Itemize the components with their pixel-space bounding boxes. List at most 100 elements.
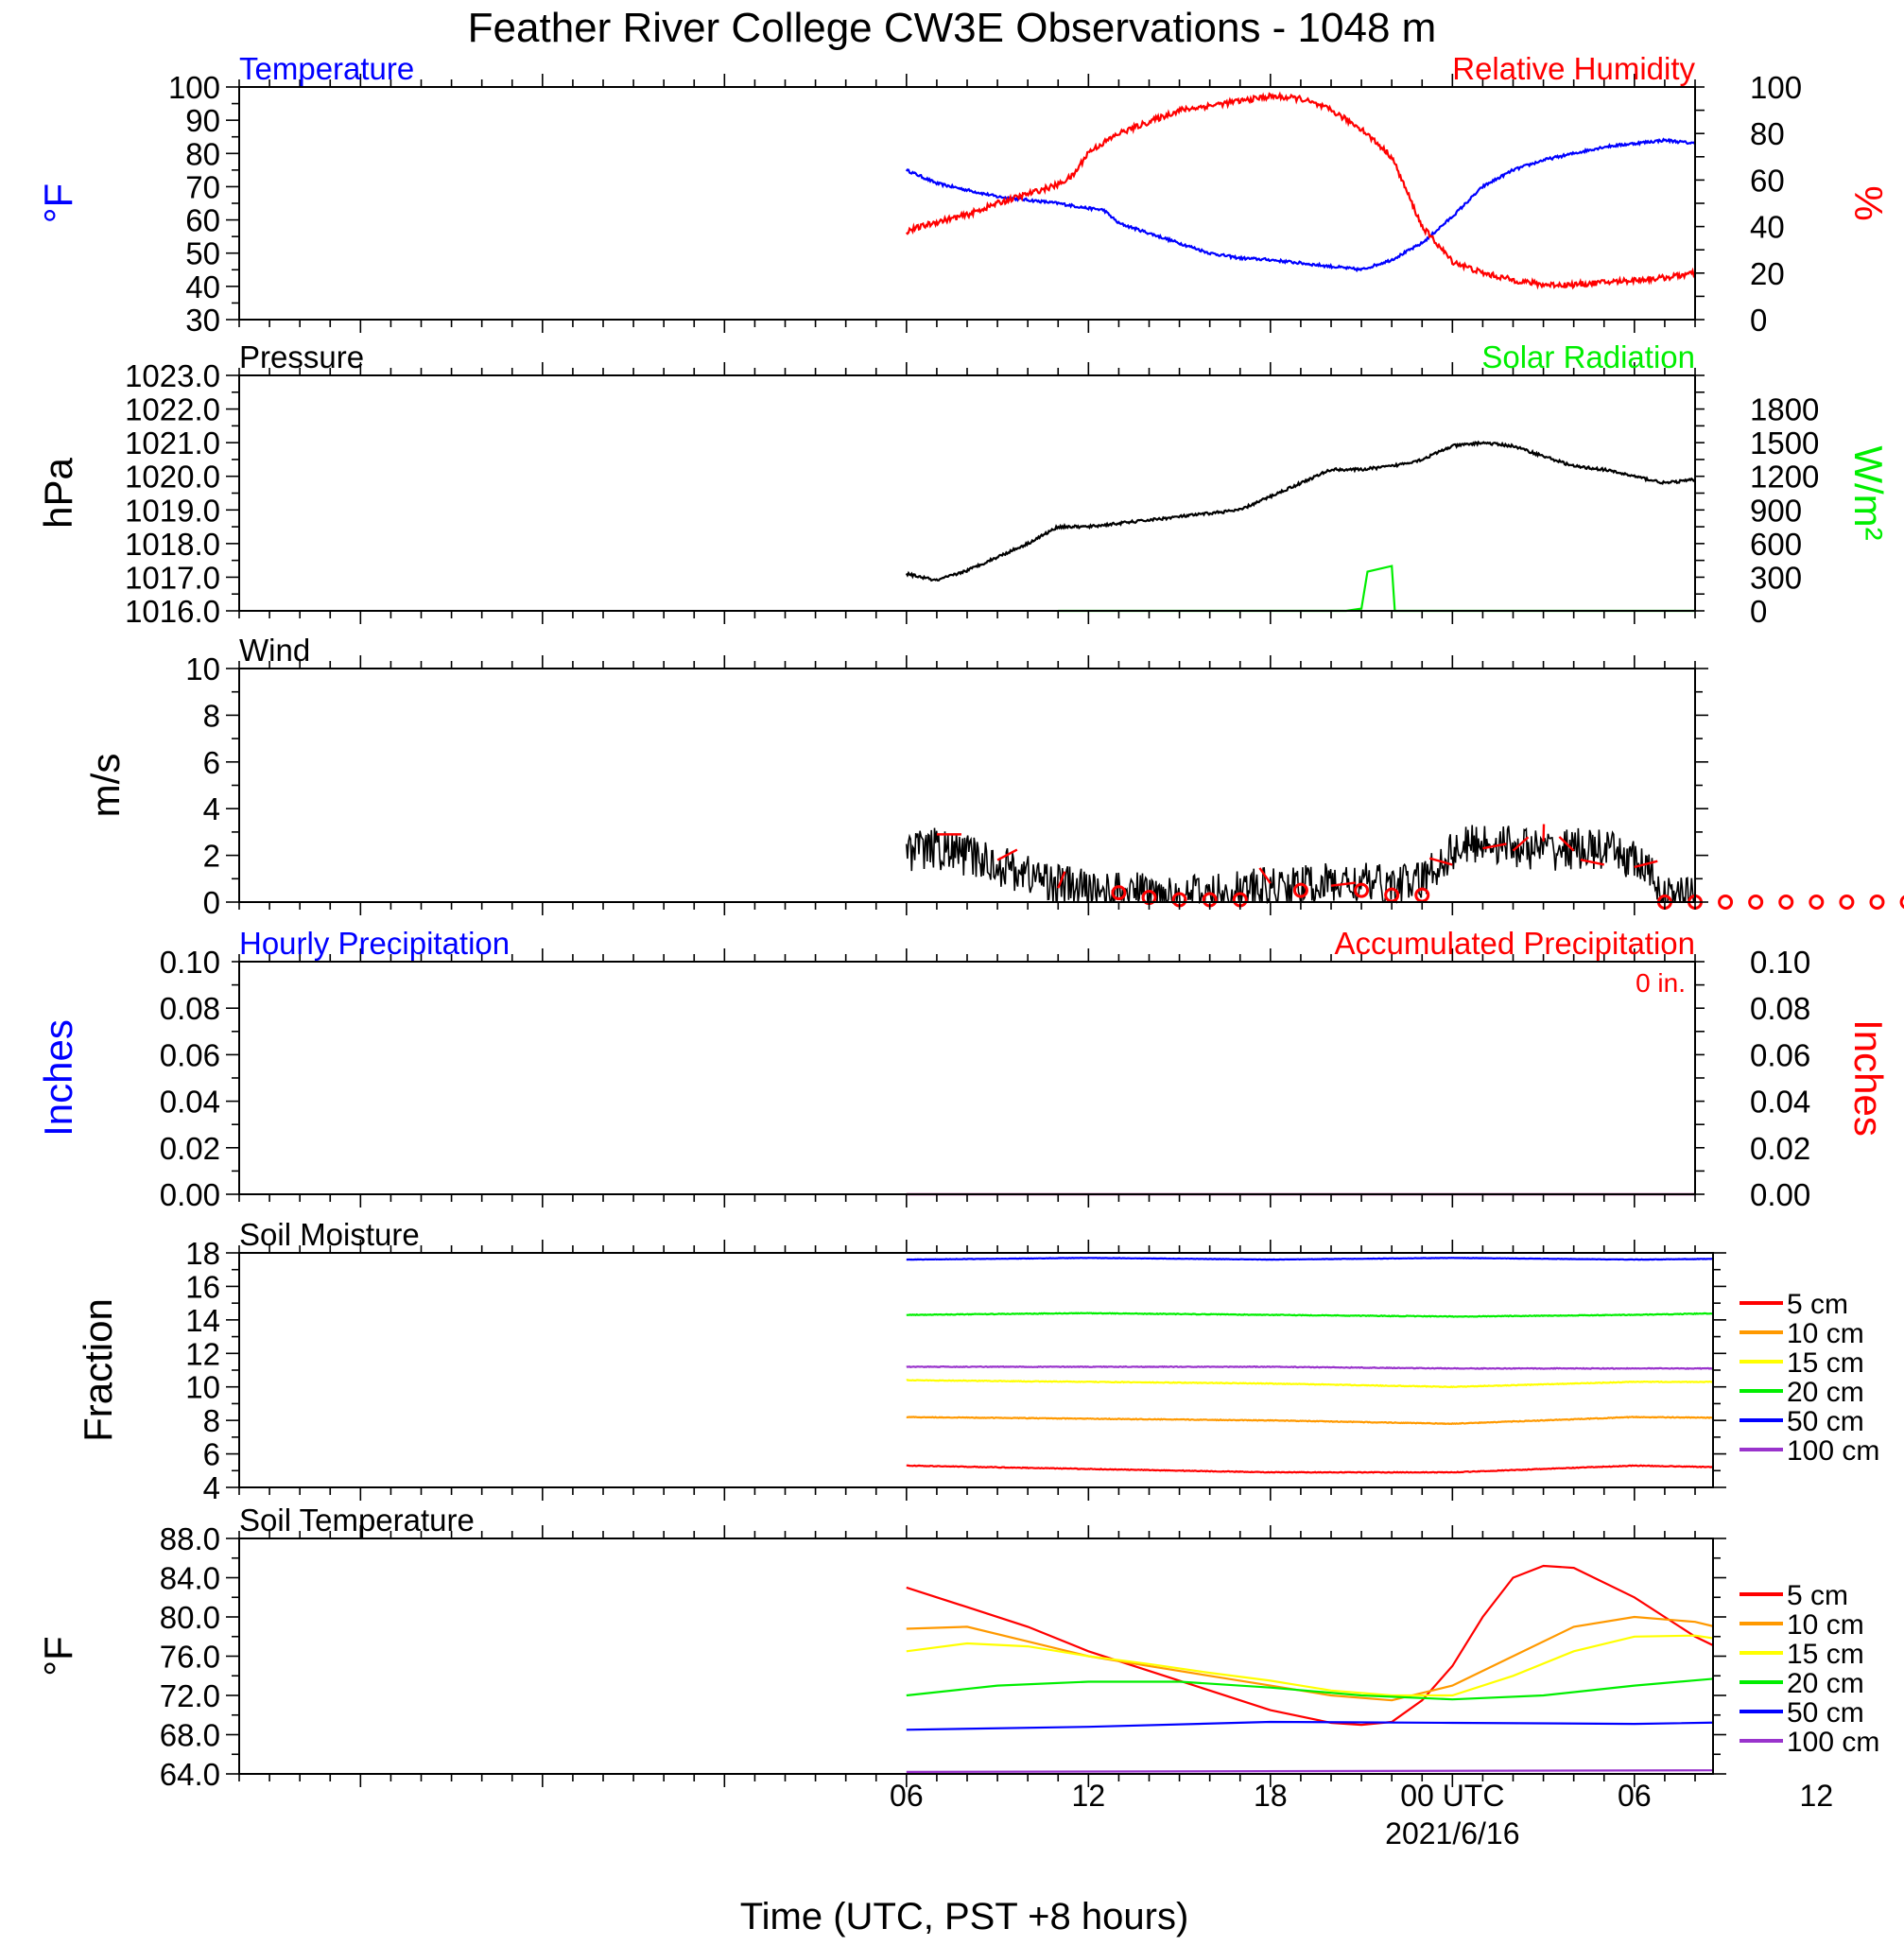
y-tick-label-left: 64.0 [160,1757,220,1792]
y-tick-label-left: 0.04 [160,1085,220,1120]
legend-label: 5 cm [1787,1580,1848,1611]
y-tick-label-left: 88.0 [160,1521,220,1556]
wind-barb [1512,836,1530,852]
y-tick-label-left: 1020.0 [125,460,220,495]
y-tick-label-left: 0.08 [160,991,220,1026]
series-line-15-cm [906,1379,1713,1389]
y-tick-label-left: 80.0 [160,1600,220,1635]
legend-label: 20 cm [1787,1668,1864,1699]
series-line-100-cm [906,1769,1713,1774]
x-tick-label: 06 [1618,1779,1652,1813]
y-tick-label-right: 0.04 [1750,1085,1810,1120]
x-tick-label: 12 [1800,1779,1834,1813]
wind-calm-marker [1899,895,1904,910]
y-tick-label-left: 50 [185,236,220,271]
wind-barb [1580,858,1605,866]
y-axis-label-left: m/s [83,754,128,818]
y-tick-label-left: 40 [185,269,220,304]
series-line-5-cm [906,1564,1713,1727]
y-tick-label-left: 70 [185,169,220,204]
precip-total-annotation: 0 in. [1636,968,1686,998]
legend-label: 20 cm [1787,1377,1864,1408]
y-tick-label-left: 90 [185,103,220,138]
y-tick-label-left: 1016.0 [125,594,220,629]
plot-frame [238,86,1696,321]
panel-title-right: Relative Humidity [1452,51,1695,86]
y-tick-label-left: 18 [185,1236,220,1271]
x-tick-label: 18 [1254,1779,1288,1813]
y-axis-label-left: hPa [36,457,80,528]
wind-calm-marker [1869,895,1885,910]
wind-barb [1330,881,1356,887]
wind-calm-marker [1778,895,1794,910]
y-tick-label-left: 1019.0 [125,493,220,528]
series-line-10-cm [906,1615,1713,1702]
y-tick-label-left: 100 [168,70,220,105]
y-axis-label-left: °F [36,183,80,223]
series-line-50-cm [906,1720,1713,1731]
legend-label: 15 cm [1787,1639,1864,1670]
y-tick-label-left: 14 [185,1303,220,1338]
y-tick-label-right: 1200 [1750,460,1819,495]
series-line-15-cm [906,1634,1713,1697]
x-tick-label: 12 [1072,1779,1106,1813]
panel-title-left: Pressure [239,339,364,374]
y-tick-label-left: 60 [185,203,220,238]
wind-barb [1258,867,1272,884]
wind-calm-marker [1809,895,1825,910]
wind-barb [1634,860,1658,869]
y-tick-label-right: 40 [1750,210,1785,245]
y-axis-label-right: Inches [1846,1019,1891,1137]
y-tick-label-right: 0.10 [1750,945,1810,980]
plot-frame [238,668,1696,903]
y-tick-label-left: 0.00 [160,1177,220,1212]
y-axis-label-left: °F [36,1636,80,1676]
y-tick-label-left: 1021.0 [125,426,220,460]
wind-calm-marker [1111,885,1127,901]
y-axis-label-left: Fraction [76,1298,120,1442]
panel-title-right: Solar Radiation [1481,339,1695,374]
series-line-10-cm [906,1416,1713,1426]
y-tick-label-left: 8 [203,1403,220,1438]
legend-label: 100 cm [1787,1435,1879,1467]
y-tick-label-left: 6 [203,1437,220,1472]
y-tick-label-right: 1800 [1750,392,1819,427]
series-line-100-cm [906,1364,1713,1370]
panel-title-left: Soil Temperature [239,1503,475,1538]
y-tick-label-left: 2 [203,839,220,874]
y-tick-label-right: 0.06 [1750,1037,1810,1072]
y-tick-label-left: 30 [185,303,220,338]
wind-calm-marker [1354,882,1370,898]
y-tick-label-left: 1017.0 [125,560,220,595]
y-axis-label-right: % [1846,185,1891,220]
panel-temp-rh: 30405060708090100020406080100Temperature… [36,51,1891,338]
y-tick-label-right: 60 [1750,163,1785,198]
wind-calm-marker [1718,895,1734,910]
y-tick-label-left: 84.0 [160,1561,220,1596]
panels: 30405060708090100020406080100Temperature… [36,51,1904,1850]
x-axis-label: Time (UTC, PST +8 hours) [740,1896,1189,1937]
panel-title-left: Temperature [239,51,414,86]
plot-frame [238,1252,1714,1488]
y-tick-label-left: 16 [185,1269,220,1304]
y-tick-label-right: 300 [1750,560,1802,595]
y-axis-label-left: Inches [36,1019,80,1137]
wind-barb [1482,843,1507,850]
y-tick-label-left: 0.06 [160,1037,220,1072]
series-line-pressure [905,440,1695,582]
y-tick-label-left: 1022.0 [125,392,220,427]
legend-label: 50 cm [1787,1406,1864,1437]
series-line-relative-humidity [905,91,1695,290]
y-tick-label-left: 0 [203,885,220,920]
y-tick-label-left: 12 [185,1336,220,1371]
series-line-wind-speed [906,825,1695,904]
wind-barb [1428,857,1453,866]
plot-frame [238,961,1696,1195]
x-tick-label: 06 [890,1779,924,1813]
series-line-50-cm [906,1257,1713,1261]
y-tick-label-left: 6 [203,745,220,780]
